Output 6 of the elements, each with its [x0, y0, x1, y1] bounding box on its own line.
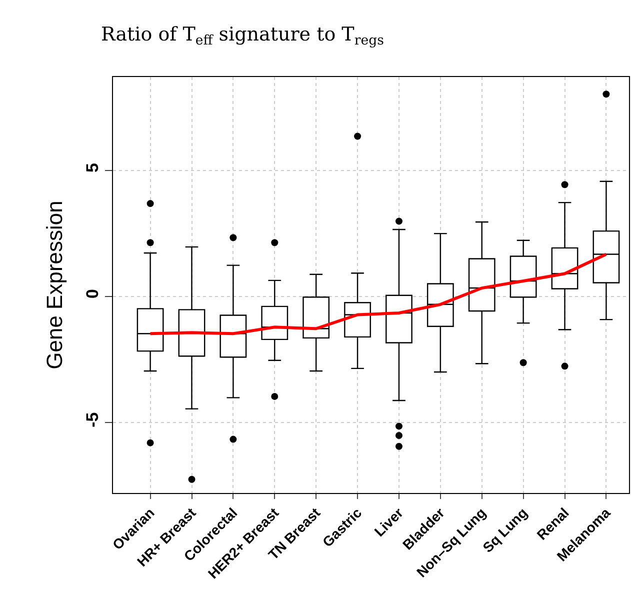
- y-tick-label: 0: [83, 289, 102, 299]
- y-tick-label: -5: [83, 412, 102, 428]
- y-axis-title: Gene Expression: [42, 200, 67, 370]
- chart-title: Ratio of T$_{eff}$ signature to T$_{regs}$: [100, 24, 384, 49]
- y-tick-label: 5: [83, 162, 102, 172]
- line-series: [148, 252, 608, 336]
